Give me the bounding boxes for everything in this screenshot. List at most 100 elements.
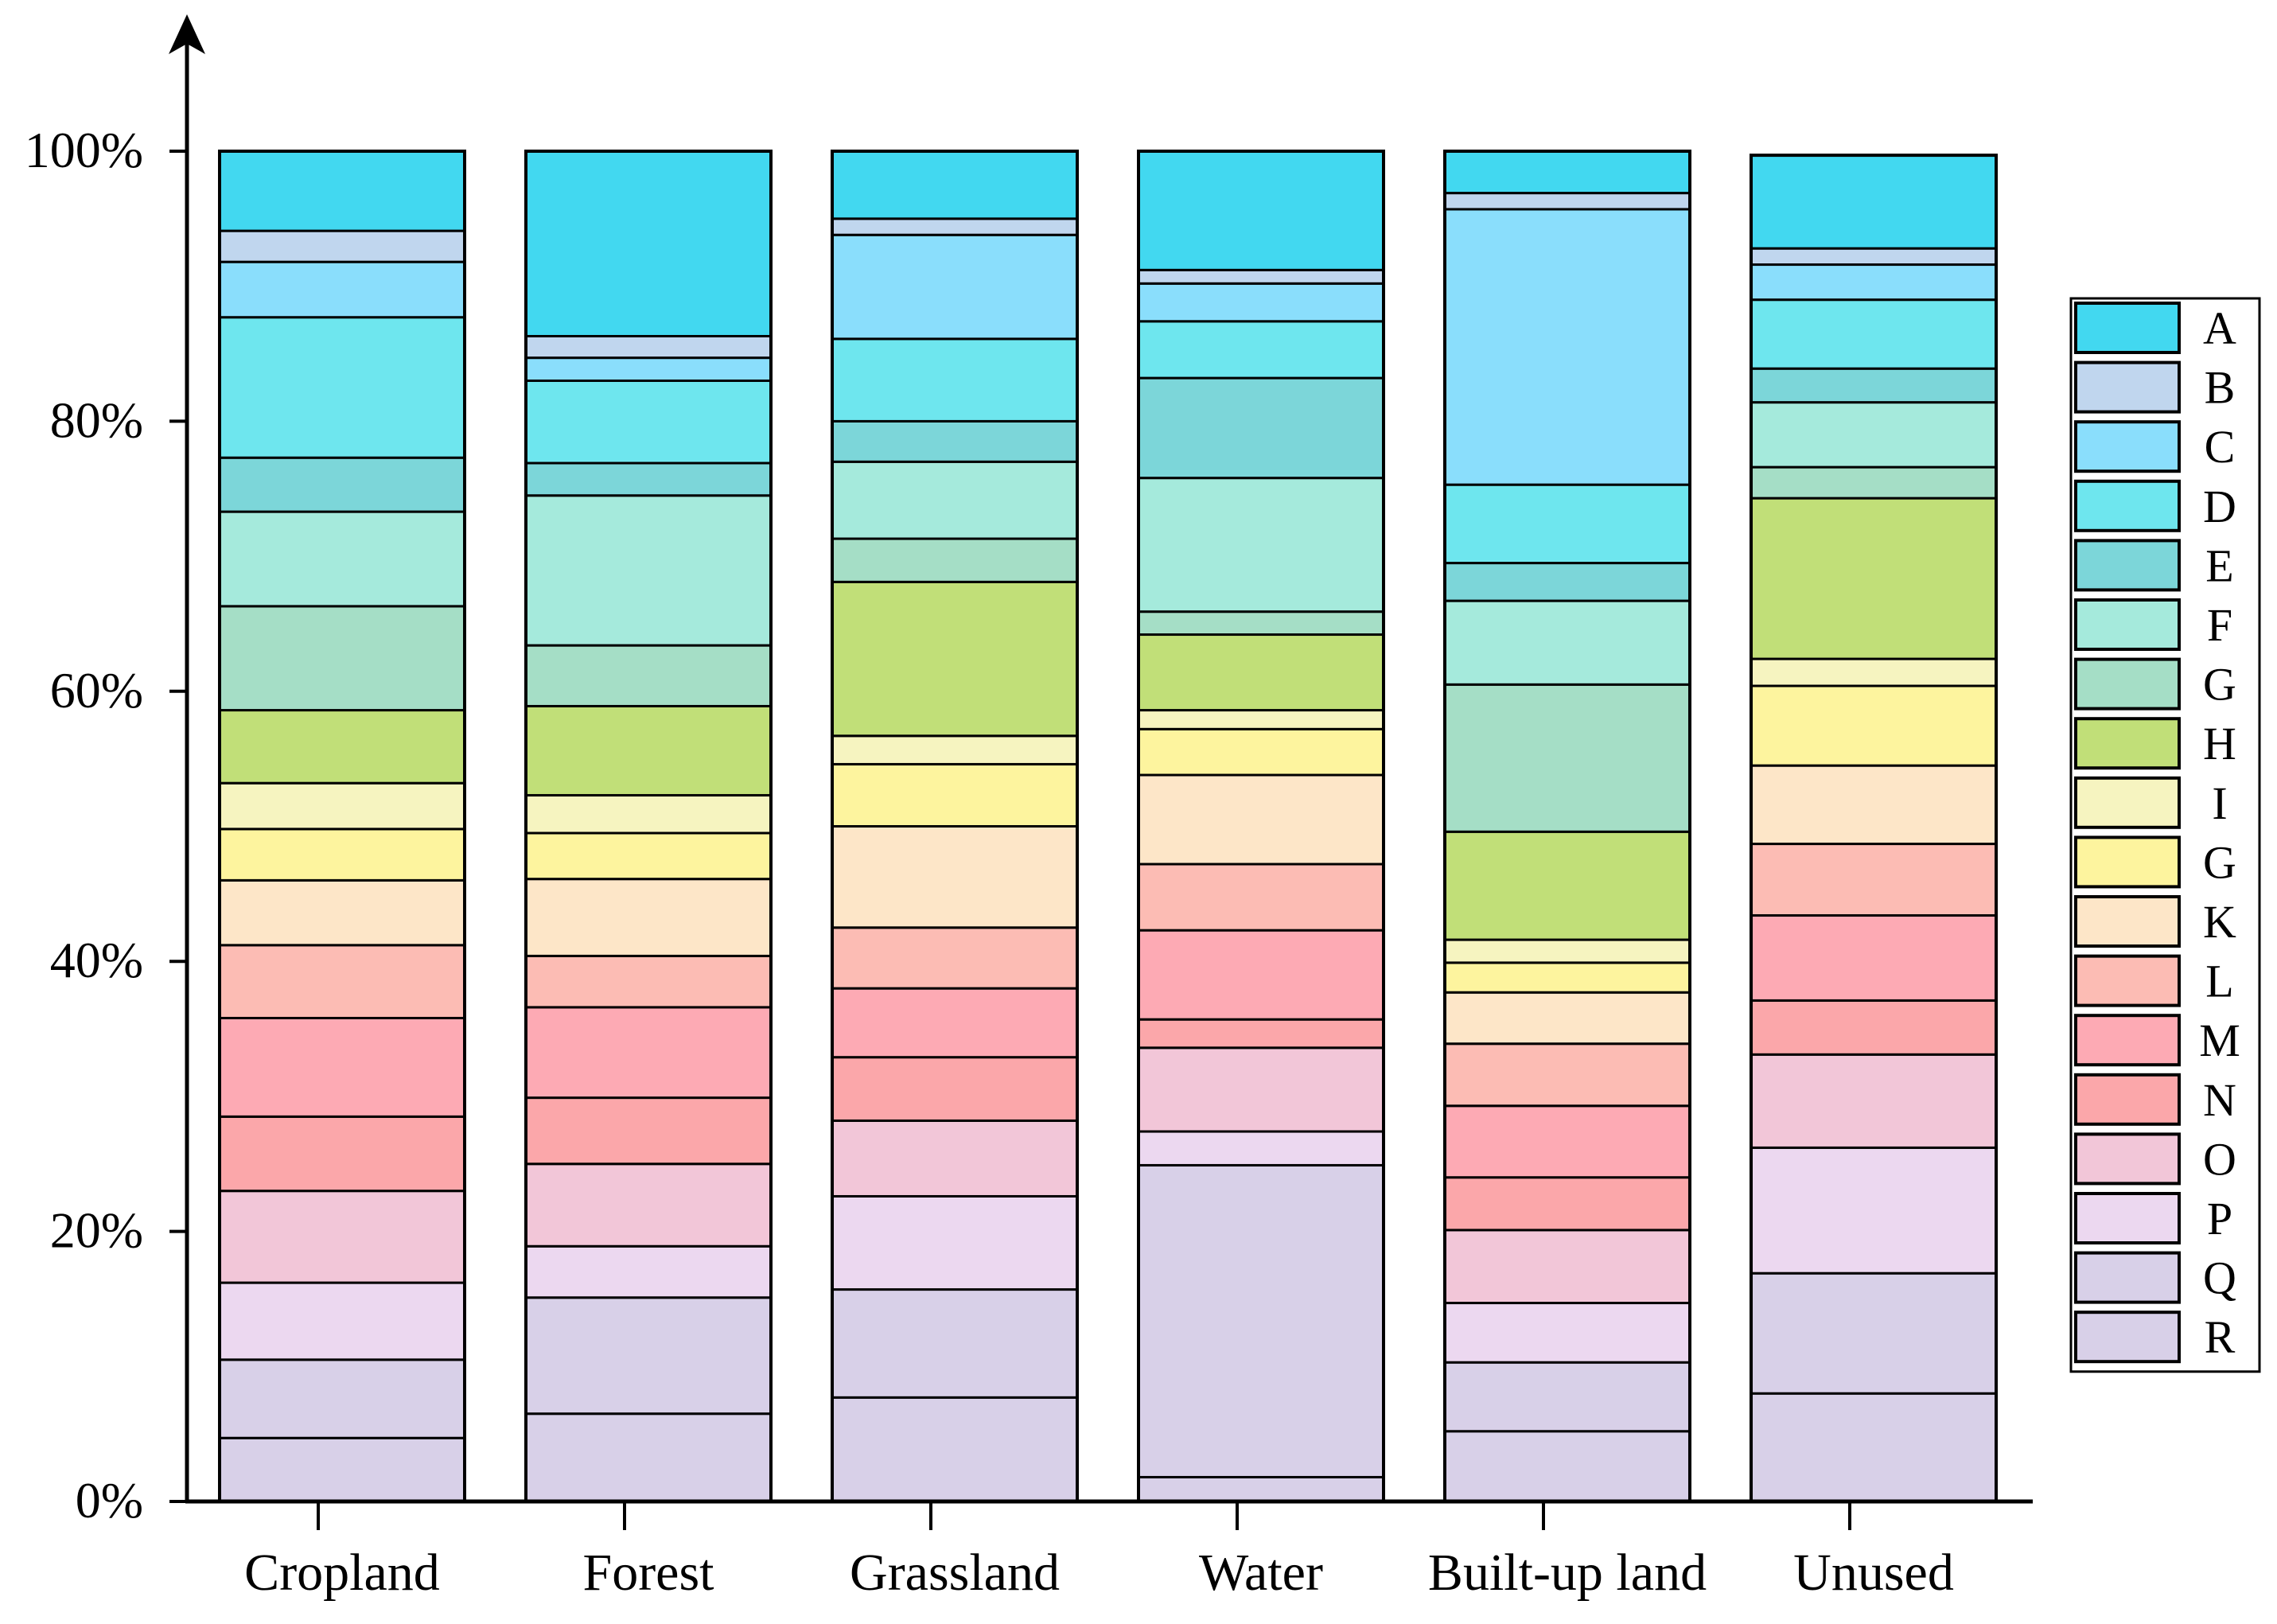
bar-segment-water-d-14 xyxy=(1137,320,1385,380)
bar-segment-cropland-r-0 xyxy=(218,1436,466,1503)
bar-segment-forest-n-4 xyxy=(524,1096,773,1166)
legend-label-g: G xyxy=(2203,836,2236,888)
y-axis-arrowhead xyxy=(169,14,205,54)
bar-segment-water-m-5 xyxy=(1137,929,1385,1021)
bar-segment-built-up-land-d-14 xyxy=(1443,483,1691,565)
bar-segment-water-l-6 xyxy=(1137,863,1385,932)
bar-segment-water-c-15 xyxy=(1137,282,1385,323)
bar-segment-built-up-land-a-17 xyxy=(1443,150,1691,195)
bar-segment-built-up-land-b-16 xyxy=(1443,192,1691,211)
bar-segment-grassland-l-6 xyxy=(831,926,1079,990)
bar-segment-unused-l-6 xyxy=(1750,843,1998,917)
bar-segment-grassland-b-16 xyxy=(831,217,1079,236)
axes-layer xyxy=(169,14,2033,1504)
y-tick-label: 80% xyxy=(50,391,143,448)
bar-segment-built-up-land-f-12 xyxy=(1443,599,1691,686)
y-ticks: 0% 20% 40% 60% 80% 100% xyxy=(25,122,187,1529)
bar-segment-cropland-b-16 xyxy=(218,229,466,263)
bar-segment-unused-p-2 xyxy=(1750,1146,1998,1275)
bar-segment-water-q-1 xyxy=(1137,1163,1385,1478)
bar-segment-grassland-m-5 xyxy=(831,987,1079,1059)
bar-segment-built-up-land-i-9 xyxy=(1443,938,1691,964)
bar-segment-cropland-k-7 xyxy=(218,878,466,947)
y-tick-label: 40% xyxy=(50,932,143,988)
bar-segment-unused-e-13 xyxy=(1750,367,1998,404)
x-tick-label-grassland: Grassland xyxy=(850,1544,1060,1602)
bar-segment-unused-m-5 xyxy=(1750,914,1998,1002)
x-tick-label-unused: Unused xyxy=(1793,1544,1954,1602)
bar-segment-forest-p-2 xyxy=(524,1244,773,1299)
bar-segment-forest-o-3 xyxy=(524,1163,773,1248)
bar-segment-unused-q-1 xyxy=(1750,1272,1998,1395)
bar-segment-cropland-o-3 xyxy=(218,1190,466,1284)
legend-label-o: O xyxy=(2203,1133,2236,1185)
legend-swatch-h xyxy=(2074,717,2181,770)
bar-segment-forest-k-7 xyxy=(524,878,773,957)
bar-segment-unused-c-15 xyxy=(1750,263,1998,302)
bar-segment-water-p-2 xyxy=(1137,1130,1385,1166)
bar-segment-forest-b-16 xyxy=(524,334,773,360)
bar-segment-grassland-o-3 xyxy=(831,1119,1079,1198)
x-tick-label-built-up-land: Built-up land xyxy=(1428,1544,1707,1602)
bar-segment-grassland-e-13 xyxy=(831,419,1079,463)
bar-segment-grassland-k-7 xyxy=(831,825,1079,929)
legend-swatch-d xyxy=(2074,479,2181,532)
legend-label-l: L xyxy=(2205,956,2233,1007)
bar-segment-forest-g-8 xyxy=(524,831,773,881)
y-tick-label: 60% xyxy=(50,662,143,719)
bar-segment-unused-o-3 xyxy=(1750,1053,1998,1149)
legend-label-k: K xyxy=(2203,896,2236,948)
bar-segment-unused-a-17 xyxy=(1750,154,1998,250)
bar-segment-built-up-land-g-11 xyxy=(1443,683,1691,833)
bar-segment-unused-g-11 xyxy=(1750,465,1998,500)
legend-swatch-g xyxy=(2074,835,2181,889)
bar-segment-forest-i-9 xyxy=(524,793,773,835)
legend-label-g: G xyxy=(2203,659,2236,711)
bar-segment-cropland-i-9 xyxy=(218,781,466,831)
bar-segment-water-h-10 xyxy=(1137,633,1385,712)
bar-segment-built-up-land-h-10 xyxy=(1443,830,1691,941)
legend-swatch-k xyxy=(2074,895,2181,948)
bar-segment-water-k-7 xyxy=(1137,773,1385,866)
legend-swatch-f xyxy=(2074,598,2181,651)
legend-swatch-n xyxy=(2074,1073,2181,1126)
bar-segment-built-up-land-c-15 xyxy=(1443,208,1691,486)
bar-segment-forest-a-17 xyxy=(524,150,773,337)
x-tick-label-water: Water xyxy=(1199,1544,1323,1602)
bar-segment-grassland-c-15 xyxy=(831,233,1079,341)
legend-label-c: C xyxy=(2205,421,2236,473)
bar-segment-unused-i-9 xyxy=(1750,657,1998,687)
bar-segment-built-up-land-l-6 xyxy=(1443,1042,1691,1108)
bar-segment-built-up-land-q-1 xyxy=(1443,1361,1691,1433)
bar-segment-grassland-r-0 xyxy=(831,1396,1079,1503)
legend-swatch-r xyxy=(2074,1310,2181,1364)
bar-segment-water-n-4 xyxy=(1137,1018,1385,1050)
bars-layer xyxy=(218,150,1998,1504)
bar-segment-unused-k-7 xyxy=(1750,764,1998,846)
bar-segment-cropland-a-17 xyxy=(218,150,466,232)
bar-segment-cropland-n-4 xyxy=(218,1115,466,1193)
legend-swatch-c xyxy=(2074,420,2181,473)
legend-swatch-m xyxy=(2074,1014,2181,1067)
bar-segment-built-up-land-o-3 xyxy=(1443,1229,1691,1305)
bar-segment-water-i-9 xyxy=(1137,709,1385,730)
bar-segment-unused-h-10 xyxy=(1750,497,1998,660)
legend-swatch-i xyxy=(2074,776,2181,829)
bar-segment-forest-m-5 xyxy=(524,1006,773,1100)
bar-segment-forest-h-10 xyxy=(524,704,773,796)
bar-segment-grassland-g-11 xyxy=(831,537,1079,583)
bar-segment-unused-f-12 xyxy=(1750,401,1998,469)
legend-swatch-q xyxy=(2074,1251,2181,1304)
bar-segment-cropland-l-6 xyxy=(218,944,466,1019)
bar-segment-built-up-land-r-0 xyxy=(1443,1430,1691,1503)
legend-swatch-p xyxy=(2074,1192,2181,1244)
legend-label-q: Q xyxy=(2203,1252,2236,1304)
bar-segment-cropland-g-11 xyxy=(218,605,466,712)
legend-swatch-g xyxy=(2074,657,2181,711)
legend-label-b: B xyxy=(2205,362,2236,414)
bar-segment-water-b-16 xyxy=(1137,268,1385,285)
bar-segment-unused-n-4 xyxy=(1750,999,1998,1056)
bar-segment-cropland-g-8 xyxy=(218,828,466,882)
legend-swatch-e xyxy=(2074,539,2181,592)
legend-label-r: R xyxy=(2205,1311,2236,1363)
